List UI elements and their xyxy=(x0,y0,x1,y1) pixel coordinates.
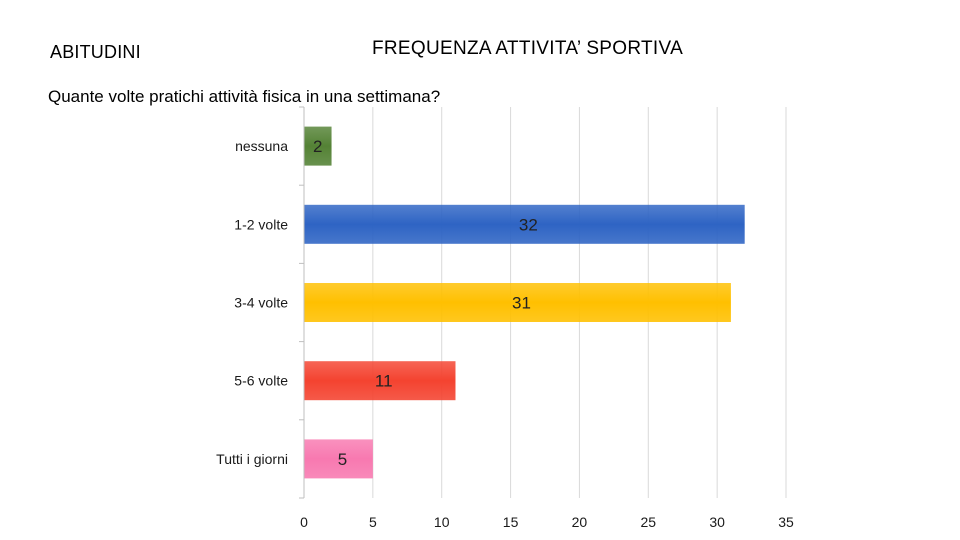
x-tick-label: 0 xyxy=(300,514,308,530)
data-label: 11 xyxy=(375,372,393,391)
x-tick-label: 15 xyxy=(503,514,519,530)
category-label: 1-2 volte xyxy=(234,216,288,232)
data-label: 32 xyxy=(519,215,538,234)
x-tick-label: 30 xyxy=(709,514,725,530)
data-label: 31 xyxy=(512,294,531,313)
x-tick-label: 5 xyxy=(369,514,377,530)
bar-4 xyxy=(304,439,373,479)
x-tick-label: 20 xyxy=(572,514,588,530)
x-tick-label: 25 xyxy=(640,514,656,530)
section-label: ABITUDINI xyxy=(50,42,141,62)
category-label: nessuna xyxy=(235,138,288,154)
category-label: 3-4 volte xyxy=(234,295,288,311)
bar-3 xyxy=(304,361,456,401)
data-label: 5 xyxy=(338,450,347,469)
x-tick-label: 35 xyxy=(778,514,794,530)
bar-0 xyxy=(304,126,332,166)
data-label: 2 xyxy=(313,137,322,156)
chart-question: Quante volte pratichi attività fisica in… xyxy=(48,87,441,106)
category-label: 5-6 volte xyxy=(234,373,288,389)
category-label: Tutti i giorni xyxy=(216,451,288,467)
bar-1 xyxy=(304,204,745,244)
bar-2 xyxy=(304,283,731,322)
page-title: FREQUENZA ATTIVITA’ SPORTIVA xyxy=(372,38,684,59)
x-tick-label: 10 xyxy=(434,514,450,530)
